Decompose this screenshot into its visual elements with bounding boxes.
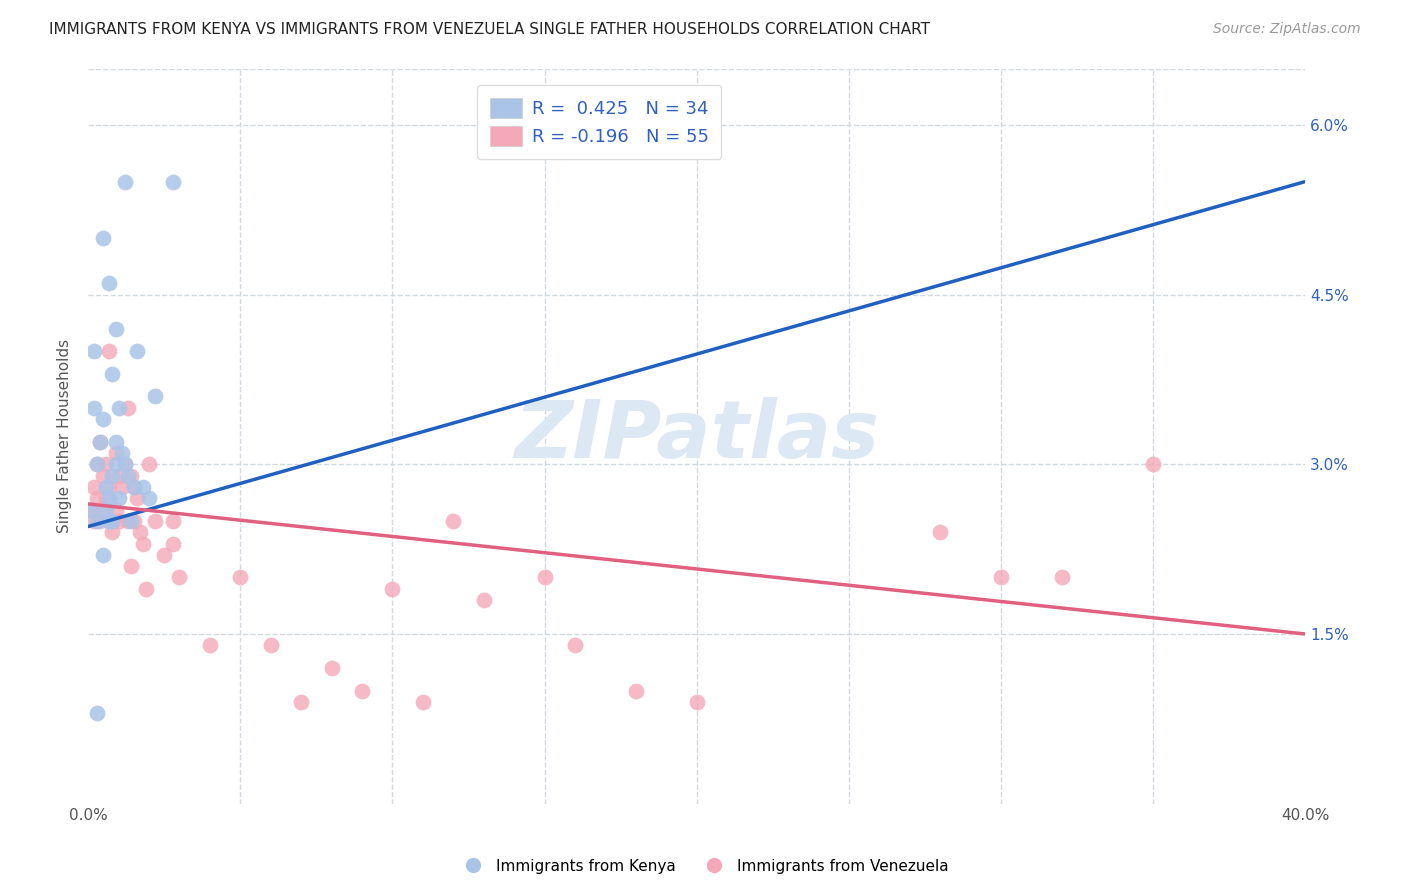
Point bbox=[110, 480, 132, 494]
Point bbox=[104, 446, 127, 460]
Point bbox=[1142, 458, 1164, 472]
Point bbox=[1050, 570, 1073, 584]
Point bbox=[101, 367, 124, 381]
Point bbox=[685, 695, 707, 709]
Point bbox=[107, 468, 129, 483]
Point bbox=[472, 593, 495, 607]
Point bbox=[929, 525, 952, 540]
Point bbox=[98, 344, 121, 359]
Point bbox=[138, 491, 160, 506]
Point bbox=[117, 514, 139, 528]
Text: IMMIGRANTS FROM KENYA VS IMMIGRANTS FROM VENEZUELA SINGLE FATHER HOUSEHOLDS CORR: IMMIGRANTS FROM KENYA VS IMMIGRANTS FROM… bbox=[49, 22, 931, 37]
Point bbox=[80, 502, 103, 516]
Point bbox=[104, 321, 127, 335]
Point bbox=[114, 175, 136, 189]
Legend: Immigrants from Kenya, Immigrants from Venezuela: Immigrants from Kenya, Immigrants from V… bbox=[451, 853, 955, 880]
Point bbox=[290, 695, 312, 709]
Point bbox=[128, 525, 150, 540]
Point bbox=[114, 458, 136, 472]
Point bbox=[143, 514, 166, 528]
Point bbox=[98, 480, 121, 494]
Point bbox=[321, 661, 343, 675]
Point bbox=[86, 514, 108, 528]
Point bbox=[412, 695, 434, 709]
Point bbox=[120, 559, 142, 574]
Point bbox=[153, 548, 176, 562]
Point bbox=[83, 480, 105, 494]
Point bbox=[117, 401, 139, 415]
Text: Source: ZipAtlas.com: Source: ZipAtlas.com bbox=[1213, 22, 1361, 37]
Point bbox=[143, 389, 166, 403]
Point bbox=[132, 536, 155, 550]
Point bbox=[162, 175, 184, 189]
Point bbox=[564, 638, 586, 652]
Point bbox=[96, 502, 118, 516]
Legend: R =  0.425   N = 34, R = -0.196   N = 55: R = 0.425 N = 34, R = -0.196 N = 55 bbox=[478, 85, 721, 159]
Point bbox=[96, 458, 118, 472]
Point bbox=[93, 412, 115, 426]
Point bbox=[93, 231, 115, 245]
Point bbox=[114, 458, 136, 472]
Point bbox=[101, 514, 124, 528]
Point bbox=[93, 548, 115, 562]
Point bbox=[198, 638, 221, 652]
Point bbox=[89, 434, 111, 449]
Point bbox=[104, 434, 127, 449]
Point bbox=[169, 570, 191, 584]
Point bbox=[98, 514, 121, 528]
Point bbox=[135, 582, 157, 596]
Y-axis label: Single Father Households: Single Father Households bbox=[58, 339, 72, 533]
Point bbox=[122, 514, 145, 528]
Point bbox=[533, 570, 555, 584]
Point bbox=[117, 468, 139, 483]
Point bbox=[98, 491, 121, 506]
Point bbox=[101, 525, 124, 540]
Point bbox=[80, 502, 103, 516]
Point bbox=[162, 536, 184, 550]
Point bbox=[990, 570, 1012, 584]
Point bbox=[96, 480, 118, 494]
Point bbox=[86, 706, 108, 720]
Point bbox=[104, 502, 127, 516]
Point bbox=[93, 468, 115, 483]
Point bbox=[381, 582, 404, 596]
Point bbox=[110, 446, 132, 460]
Point bbox=[107, 401, 129, 415]
Point bbox=[93, 502, 115, 516]
Point bbox=[107, 514, 129, 528]
Point bbox=[229, 570, 252, 584]
Point bbox=[120, 468, 142, 483]
Point bbox=[260, 638, 283, 652]
Point bbox=[162, 514, 184, 528]
Point bbox=[125, 491, 148, 506]
Point bbox=[96, 491, 118, 506]
Point bbox=[122, 480, 145, 494]
Point bbox=[350, 683, 373, 698]
Point bbox=[83, 401, 105, 415]
Point bbox=[89, 434, 111, 449]
Point bbox=[89, 514, 111, 528]
Point bbox=[98, 277, 121, 291]
Point bbox=[624, 683, 647, 698]
Point bbox=[441, 514, 464, 528]
Point bbox=[83, 344, 105, 359]
Point bbox=[101, 514, 124, 528]
Point bbox=[132, 480, 155, 494]
Point bbox=[138, 458, 160, 472]
Point bbox=[86, 458, 108, 472]
Point bbox=[122, 480, 145, 494]
Point bbox=[86, 491, 108, 506]
Point bbox=[107, 491, 129, 506]
Point bbox=[101, 468, 124, 483]
Text: ZIPatlas: ZIPatlas bbox=[515, 397, 879, 475]
Point bbox=[125, 344, 148, 359]
Point bbox=[120, 514, 142, 528]
Point bbox=[83, 514, 105, 528]
Point bbox=[104, 458, 127, 472]
Point bbox=[86, 458, 108, 472]
